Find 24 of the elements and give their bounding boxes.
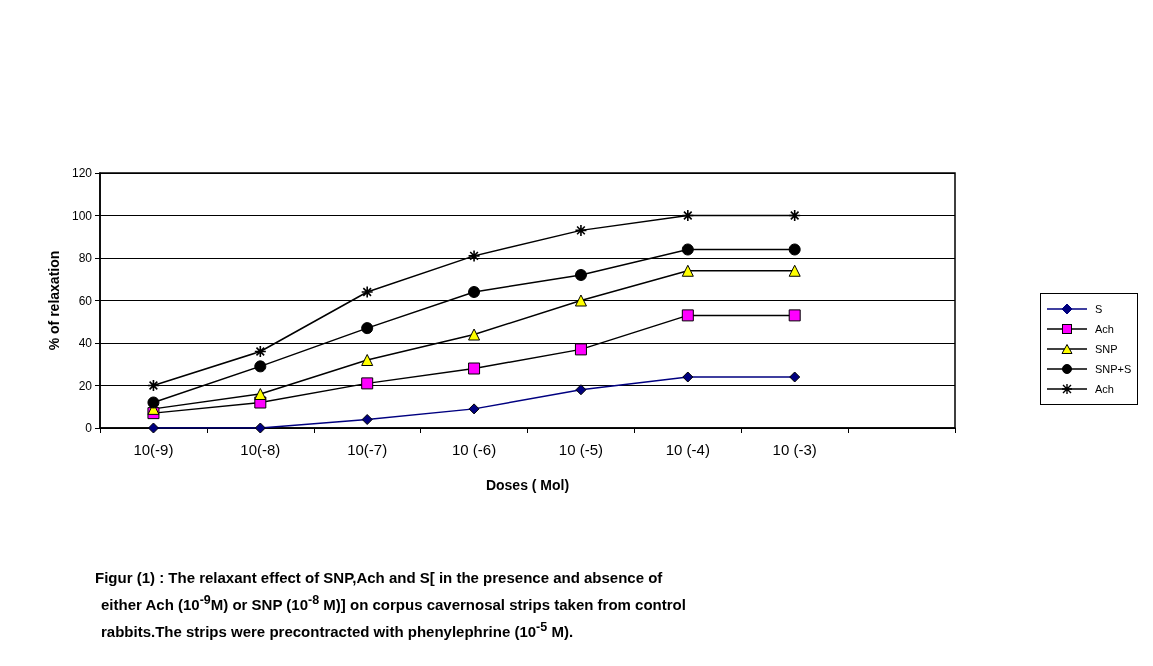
y-tick-label: 40: [78, 336, 93, 350]
legend-label: SNP: [1095, 342, 1118, 357]
legend-label: Ach: [1095, 382, 1114, 397]
x-tick-label: 10(-8): [240, 441, 281, 458]
legend-label: Ach: [1095, 322, 1114, 337]
legend-label: SNP+S: [1095, 362, 1132, 377]
y-tick-label: 60: [78, 293, 93, 308]
x-tick-label: 10 (-6): [451, 441, 497, 458]
x-tick-label: 10(-9): [133, 441, 174, 458]
x-tick-label: 10 (-4): [665, 441, 710, 458]
y-tick-label: 80: [78, 251, 93, 265]
text: Figur (1) : The relaxant effect of SNP,Ach and S[ in the presence and absence of: [95, 568, 664, 588]
text: rabbits.The strips were precontracted with phenylephrine (10$^{-5}$ M).: [100, 619, 575, 642]
y-tick-label: 100: [71, 208, 93, 223]
x-tick-label: 10 (-3): [772, 441, 817, 458]
x-tick-label: 10(-7): [347, 441, 388, 458]
y-tick-label: 0: [85, 421, 93, 435]
y-tick-label: 20: [78, 378, 93, 393]
legend-label: S: [1095, 302, 1103, 317]
text: either Ach (10$^{-9}$M) or SNP (10$^{-8}$ M)] on corpus cavernosal strips taken from control: [100, 592, 687, 615]
y-axis-title: % of relaxation: [46, 250, 63, 351]
y-tick-label: 120: [71, 166, 93, 180]
x-axis-title: Doses ( Mol): [485, 477, 570, 493]
x-tick-label: 10 (-5): [558, 441, 604, 458]
